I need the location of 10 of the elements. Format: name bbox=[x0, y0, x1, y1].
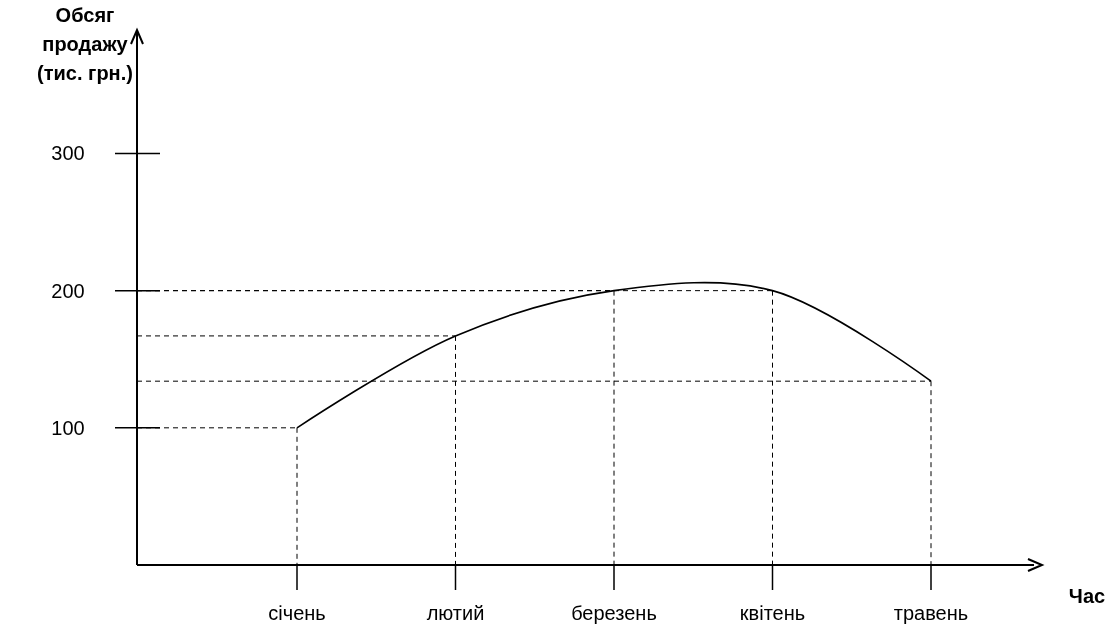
y-tick-label: 100 bbox=[51, 416, 85, 439]
x-tick-label: квітень bbox=[739, 602, 806, 624]
y-axis-title: Обсяг продажу (тис. грн.) bbox=[37, 4, 133, 84]
x-tick-label: лютий bbox=[426, 602, 485, 624]
y-tick-label: 300 bbox=[51, 142, 85, 165]
x-tick-label: березень bbox=[571, 602, 657, 624]
x-tick-label: травень bbox=[893, 602, 969, 624]
y-tick-label: 200 bbox=[51, 279, 85, 302]
x-axis-title: Час bbox=[1068, 585, 1106, 607]
x-tick-label: січень bbox=[268, 602, 326, 624]
